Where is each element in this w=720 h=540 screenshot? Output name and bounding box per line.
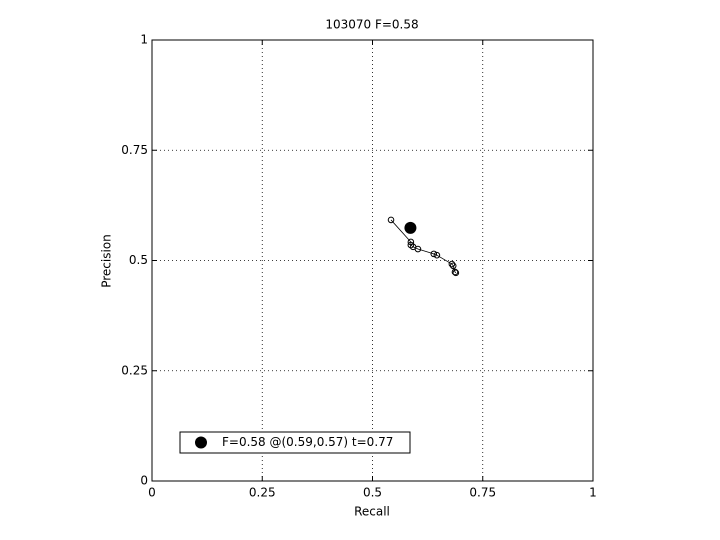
y-tick-label: 1 — [140, 33, 148, 47]
chart-title: 103070 F=0.58 — [325, 18, 418, 32]
point — [433, 251, 441, 259]
x-tick-label: 0.5 — [363, 486, 382, 500]
x-tick-label: 1 — [589, 486, 597, 500]
y-tick-label: 0 — [140, 474, 148, 488]
x-axis-label: Recall — [354, 505, 390, 519]
y-tick-label: 0.75 — [121, 143, 148, 157]
legend-label: F=0.58 @(0.59,0.57) t=0.77 — [222, 435, 393, 449]
x-tick-label: 0.75 — [469, 486, 496, 500]
y-tick-label: 0.25 — [121, 363, 148, 377]
curve-line — [390, 219, 457, 274]
axes-box — [151, 39, 594, 482]
x-tick-label: 0.25 — [249, 486, 276, 500]
y-axis-label: Precision — [100, 234, 114, 288]
point — [387, 216, 395, 224]
point — [430, 250, 438, 258]
point — [451, 268, 459, 276]
x-tick-label: 0 — [148, 486, 156, 500]
point — [414, 245, 422, 253]
y-tick-label: 0.5 — [129, 253, 148, 267]
point — [449, 262, 457, 270]
legend-marker — [195, 436, 207, 449]
legend-box — [179, 431, 411, 454]
point — [452, 269, 460, 277]
best-point — [404, 221, 417, 234]
point — [448, 260, 456, 268]
